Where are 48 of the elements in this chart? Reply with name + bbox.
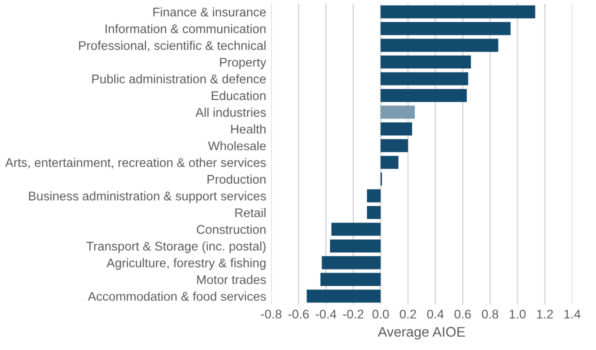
x-tick-label: 0.8 [482, 310, 498, 319]
x-tick-label: -0.8 [260, 310, 282, 319]
bar [380, 106, 415, 119]
bar [380, 38, 498, 52]
bar [330, 239, 381, 252]
x-axis-title: Average AIOE [378, 326, 465, 340]
x-tick-label: -0.2 [343, 310, 364, 319]
y-tick-label: Arts, entertainment, recreation & other services [5, 158, 266, 168]
y-tick-label: Production [208, 174, 266, 184]
y-tick-label: Health [231, 124, 266, 134]
bar [380, 156, 398, 169]
y-tick-label: Wholesale [208, 141, 266, 150]
y-tick-label: Retail [235, 208, 266, 218]
bar [366, 189, 381, 202]
x-tick-label: 1.0 [510, 310, 526, 319]
y-tick-label: Accommodation & food services [88, 292, 266, 301]
bar [380, 22, 511, 36]
y-tick-label: Construction [196, 224, 266, 234]
bar [322, 256, 381, 270]
bar [380, 72, 468, 86]
y-tick-label: Property [220, 58, 266, 70]
y-tick-label: Transport & Storage (inc. postal) [86, 241, 266, 254]
bar [380, 88, 467, 102]
y-tick-label: Business administration & support services [29, 191, 266, 203]
bar [331, 222, 381, 236]
bar [320, 272, 381, 286]
y-tick-label: Public administration & defence [92, 74, 266, 84]
bar [380, 139, 408, 152]
x-tick-label: 1.4 [564, 310, 580, 318]
y-tick-label: Professional, scientific & technical [79, 40, 266, 52]
y-tick-label: Motor trades [197, 274, 266, 284]
y-tick-label: All industries [195, 108, 266, 117]
y-tick-label: Finance & insurance [153, 7, 266, 17]
bar [306, 290, 381, 303]
x-tick-label: 0.4 [427, 310, 444, 319]
x-tick-label: 0.0 [372, 310, 389, 319]
y-tick-label: Agriculture, forestry & fishing [106, 258, 266, 270]
x-tick-label: 1.2 [537, 310, 553, 318]
y-tick-label: Education [212, 90, 266, 100]
bar [380, 5, 536, 18]
x-tick-label: -0.6 [288, 310, 309, 319]
x-tick-label: 0.6 [454, 310, 471, 319]
x-tick-label: 0.2 [400, 310, 416, 319]
bar [380, 56, 471, 69]
x-tick-label: -0.4 [316, 310, 336, 319]
y-tick-label: Information & communication [106, 24, 266, 34]
bar [380, 122, 412, 136]
bar [366, 206, 381, 220]
